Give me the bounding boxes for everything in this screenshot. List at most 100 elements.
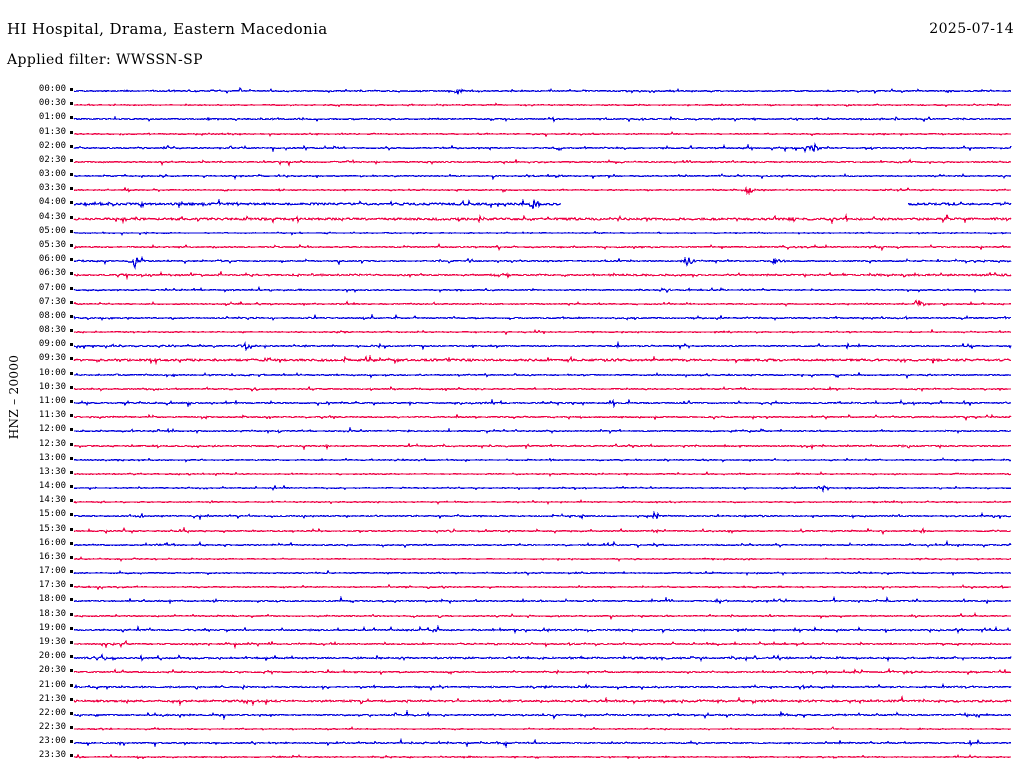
seismic-trace [73, 595, 1012, 605]
row-time-label: 17:00 [38, 566, 66, 577]
seismic-trace [73, 569, 1012, 577]
applied-filter-label: Applied filter: WWSSN-SP [7, 52, 203, 68]
helicorder-row: 19:30 [0, 637, 1024, 651]
row-tick-mark [70, 102, 73, 106]
row-tick-mark [70, 612, 73, 616]
row-time-label: 05:30 [38, 239, 66, 250]
row-time-label: 00:00 [38, 84, 66, 94]
row-time-label: 14:00 [38, 481, 66, 492]
helicorder-row: 11:00 [0, 396, 1024, 410]
row-time-label: 23:00 [38, 736, 66, 747]
row-time-label: 18:00 [38, 594, 66, 605]
row-time-label: 04:00 [38, 197, 66, 208]
row-time-label: 19:30 [38, 637, 66, 648]
seismic-trace [73, 285, 1012, 293]
row-time-label: 21:00 [38, 679, 66, 690]
seismic-trace [73, 186, 1011, 196]
helicorder-row: 22:30 [0, 722, 1024, 736]
helicorder-row: 12:00 [0, 424, 1024, 438]
row-time-label: 21:30 [38, 693, 66, 704]
row-tick-mark [70, 272, 73, 276]
row-tick-mark [70, 740, 73, 744]
row-time-label: 10:30 [38, 381, 66, 392]
row-time-label: 03:30 [38, 183, 66, 194]
seismic-trace [73, 212, 1012, 225]
helicorder-row: 05:00 [0, 226, 1024, 240]
row-tick-mark [70, 513, 73, 517]
row-tick-mark [70, 442, 73, 446]
row-tick-mark [70, 144, 73, 148]
row-time-label: 22:00 [38, 707, 66, 718]
row-tick-mark [70, 173, 73, 177]
seismic-trace [73, 667, 1012, 677]
row-tick-mark [70, 626, 73, 630]
helicorder-row: 20:00 [0, 651, 1024, 665]
helicorder-row: 08:00 [0, 311, 1024, 325]
row-time-label: 02:00 [38, 140, 66, 151]
seismic-trace [73, 158, 1012, 167]
row-tick-mark [70, 116, 73, 120]
row-tick-mark [70, 130, 73, 134]
seismic-trace [73, 313, 1012, 321]
seismic-trace [73, 385, 1012, 392]
helicorder-row: 04:00 [0, 197, 1024, 211]
helicorder-row: 18:00 [0, 594, 1024, 608]
row-time-label: 09:00 [38, 339, 66, 350]
seismic-trace [73, 354, 1012, 366]
seismic-trace [73, 102, 1012, 108]
row-tick-mark [70, 726, 73, 730]
seismic-trace [73, 230, 1012, 236]
row-time-label: 08:30 [38, 325, 66, 336]
seismic-trace [73, 499, 1012, 506]
helicorder-row: 16:00 [0, 538, 1024, 552]
row-tick-mark [70, 428, 73, 432]
seismic-trace [73, 694, 1012, 707]
row-tick-mark [70, 754, 73, 758]
row-tick-mark [70, 570, 73, 574]
row-time-label: 11:30 [38, 410, 66, 421]
helicorder-row: 01:30 [0, 127, 1024, 141]
seismic-trace [73, 398, 1012, 409]
row-time-label: 16:00 [38, 537, 66, 548]
helicorder-row: 16:30 [0, 552, 1024, 566]
helicorder-row: 03:00 [0, 169, 1024, 183]
row-tick-mark [70, 711, 73, 715]
row-time-label: 05:00 [38, 225, 66, 236]
helicorder-row: 19:00 [0, 623, 1024, 637]
helicorder-row: 20:30 [0, 665, 1024, 679]
row-time-label: 01:00 [38, 112, 66, 123]
seismic-trace [73, 270, 1012, 281]
page-title: HI Hospital, Drama, Eastern Macedonia [7, 20, 328, 38]
row-time-label: 13:00 [38, 452, 66, 463]
seismic-trace [73, 510, 1012, 521]
helicorder-row: 10:30 [0, 382, 1024, 396]
row-time-label: 03:00 [38, 169, 66, 180]
row-time-label: 12:00 [38, 424, 66, 435]
seismic-trace [73, 340, 1012, 352]
seismic-trace [73, 726, 1012, 731]
helicorder-row: 02:30 [0, 155, 1024, 169]
row-tick-mark [70, 470, 73, 474]
helicorder-row: 07:00 [0, 283, 1024, 297]
seismic-trace [73, 484, 1012, 494]
seismic-trace [73, 116, 1012, 123]
row-tick-mark [70, 343, 73, 347]
row-tick-mark [70, 399, 73, 403]
helicorder-row: 02:00 [0, 141, 1024, 155]
seismic-trace [73, 738, 1012, 749]
row-time-label: 16:30 [38, 551, 66, 562]
seismic-trace [73, 456, 1012, 463]
seismic-trace [73, 556, 1012, 562]
helicorder-row: 09:00 [0, 339, 1024, 353]
row-time-label: 04:30 [38, 211, 66, 222]
seismic-trace [73, 640, 1012, 650]
helicorder-row: 08:30 [0, 325, 1024, 339]
helicorder-row: 05:30 [0, 240, 1024, 254]
row-tick-mark [70, 243, 73, 247]
row-tick-mark [70, 371, 73, 375]
helicorder-row: 21:30 [0, 694, 1024, 708]
seismic-trace [73, 299, 1012, 307]
seismic-trace [73, 470, 1012, 477]
seismic-trace [73, 426, 1012, 435]
helicorder-row: 03:30 [0, 183, 1024, 197]
